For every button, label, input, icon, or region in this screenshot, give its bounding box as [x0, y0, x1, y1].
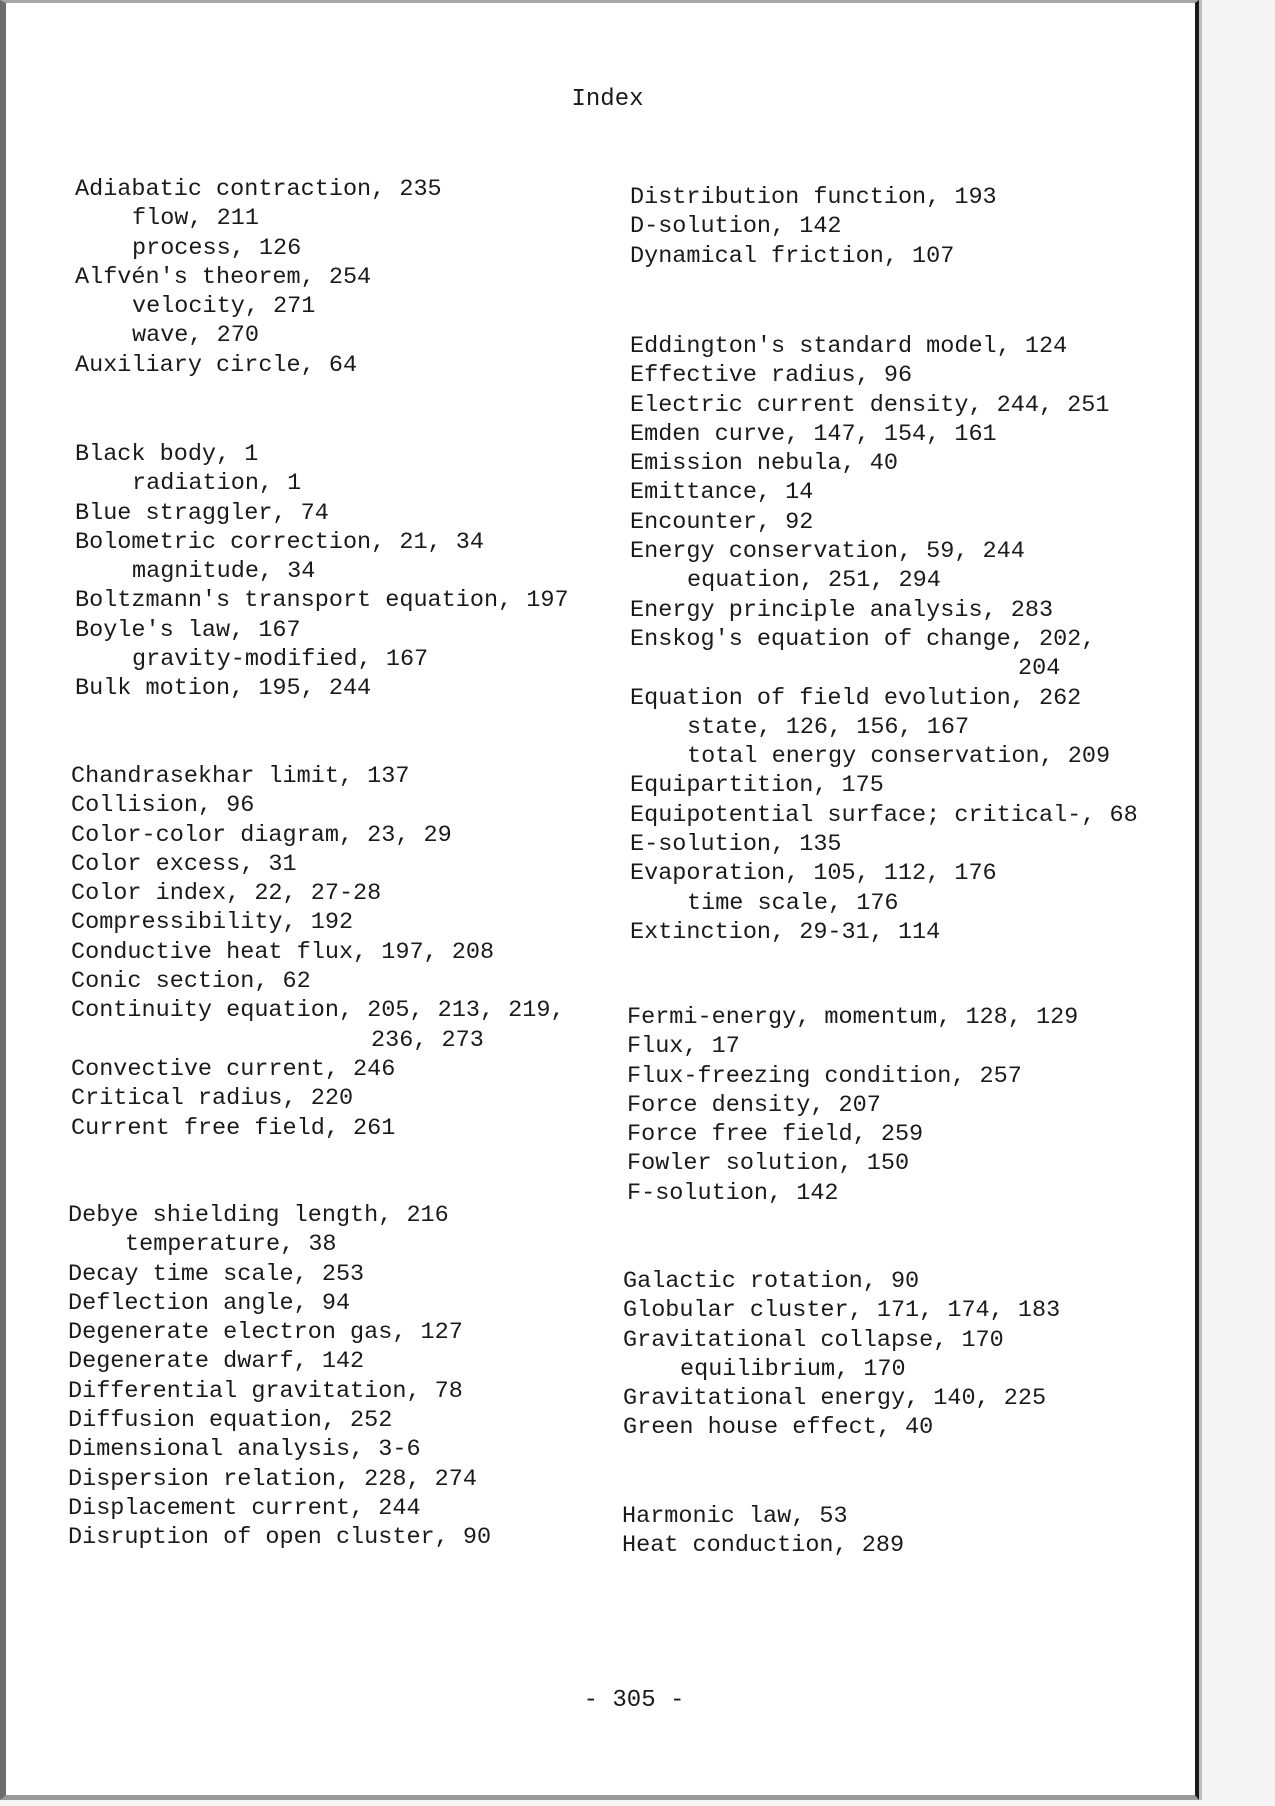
index-entry: Conductive heat flux, 197, 208: [71, 938, 495, 966]
index-entry: Alfvén's theorem, 254: [75, 263, 372, 291]
index-entry: Force density, 207: [627, 1091, 881, 1119]
index-entry-continuation: 204: [1018, 655, 1061, 683]
index-entry: Deflection angle, 94: [68, 1289, 351, 1317]
page-title: Index: [571, 86, 644, 113]
index-entry: Boyle's law, 167: [75, 616, 301, 644]
index-entry: Debye shielding length, 216: [68, 1202, 449, 1229]
index-entry: Diffusion equation, 252: [68, 1407, 393, 1435]
index-entry-continuation: 236, 273: [371, 1026, 484, 1054]
index-subentry: flow, 211: [132, 205, 259, 233]
index-entry: Dispersion relation, 228, 274: [68, 1465, 477, 1493]
index-entry: Current free field, 261: [71, 1114, 396, 1142]
index-entry: Effective radius, 96: [630, 362, 913, 390]
index-entry: Displacement current, 244: [68, 1494, 421, 1522]
index-group-right-4: Harmonic law, 53 Heat conduction, 289: [622, 1502, 904, 1561]
index-entry: Encounter, 92: [630, 508, 814, 536]
index-subentry: radiation, 1: [132, 470, 302, 498]
index-entry: Color index, 22, 27-28: [71, 880, 382, 908]
index-entry: Emden curve, 147, 154, 161: [630, 420, 997, 448]
index-subentry: process, 126: [132, 234, 302, 262]
index-entry: Color excess, 31: [71, 850, 297, 878]
index-entry: Equipartition, 175: [630, 772, 884, 800]
index-entry: Extinction, 29-31, 114: [630, 918, 941, 946]
index-entry: Electric current density, 244, 251: [630, 391, 1110, 419]
index-entry: Black body, 1: [75, 441, 259, 468]
index-subentry: equilibrium, 170: [680, 1355, 906, 1383]
index-subentry: time scale, 176: [687, 889, 899, 917]
index-entry: Emittance, 14: [630, 479, 814, 507]
index-entry: Fowler solution, 150: [627, 1150, 910, 1178]
index-entry: Critical radius, 220: [71, 1085, 354, 1113]
index-entry: Heat conduction, 289: [622, 1532, 905, 1560]
index-entry: Energy principle analysis, 283: [630, 596, 1054, 624]
index-group-left-2: Chandrasekhar limit, 137 Collision, 96 Col…: [71, 762, 565, 1143]
index-entry: Convective current, 246: [71, 1055, 396, 1083]
index-group-right-0: Distribution function, 193 D-solution, 14…: [630, 183, 997, 271]
index-entry: Disruption of open cluster, 90: [68, 1524, 492, 1552]
index-entry: Compressibility, 192: [71, 909, 354, 937]
index-entry: Continuity equation, 205, 213, 219,: [71, 997, 565, 1025]
index-entry: Galactic rotation, 90: [623, 1268, 920, 1295]
index-entry: Degenerate electron gas, 127: [68, 1319, 463, 1347]
index-group-right-1: Eddington's standard model, 124 Effective…: [630, 332, 1138, 947]
index-group-left-0: Adiabatic contraction, 235 flow, 211 proce…: [75, 175, 442, 380]
index-subentry: velocity, 271: [132, 293, 316, 321]
index-entry: Blue straggler, 74: [75, 499, 329, 527]
index-entry: Emission nebula, 40: [630, 450, 898, 478]
index-subentry: temperature, 38: [125, 1231, 337, 1259]
index-entry: Degenerate dwarf, 142: [68, 1348, 365, 1376]
index-group-right-2: Fermi-energy, momentum, 128, 129 Flux, 17…: [627, 1003, 1078, 1208]
document-page: Index Adiabatic contraction, 235 flow, 21…: [0, 0, 1199, 1800]
index-entry: Enskog's equation of change, 202,: [630, 625, 1096, 653]
index-subentry: magnitude, 34: [132, 558, 316, 586]
index-entry: Gravitational energy, 140, 225: [623, 1385, 1047, 1413]
index-entry: Decay time scale, 253: [68, 1260, 365, 1288]
index-entry: Equipotential surface; critical-, 68: [630, 801, 1138, 829]
index-entry: Evaporation, 105, 112, 176: [630, 860, 997, 888]
index-subentry: gravity-modified, 167: [132, 646, 429, 674]
index-entry: Fermi-energy, momentum, 128, 129: [627, 1004, 1079, 1031]
index-subentry: total energy conservation, 209: [687, 743, 1111, 771]
index-entry: Conic section, 62: [71, 968, 311, 996]
index-entry: Globular cluster, 171, 174, 183: [623, 1297, 1061, 1325]
index-entry: Distribution function, 193: [630, 184, 997, 211]
page-number: - 305 -: [583, 1687, 685, 1714]
index-entry: Flux, 17: [627, 1033, 740, 1061]
index-entry: Differential gravitation, 78: [68, 1377, 463, 1405]
index-entry: Adiabatic contraction, 235: [75, 176, 442, 203]
index-entry: Flux-freezing condition, 257: [627, 1062, 1022, 1090]
index-entry: Bolometric correction, 21, 34: [75, 528, 484, 556]
index-subentry: equation, 251, 294: [687, 567, 941, 595]
index-entry: Auxiliary circle, 64: [75, 351, 358, 379]
index-entry: Dynamical friction, 107: [630, 242, 955, 270]
index-entry: Color-color diagram, 23, 29: [71, 821, 452, 849]
index-entry: Force free field, 259: [627, 1121, 924, 1149]
index-entry: E-solution, 135: [630, 831, 842, 859]
index-entry: Bulk motion, 195, 244: [75, 675, 372, 703]
index-entry: Gravitational collapse, 170: [623, 1326, 1004, 1354]
index-group-left-1: Black body, 1 radiation, 1 Blue straggler,…: [75, 440, 569, 704]
index-entry: Boltzmann's transport equation, 197: [75, 587, 569, 615]
index-entry: Collision, 96: [71, 792, 255, 820]
index-entry: Chandrasekhar limit, 137: [71, 763, 410, 790]
index-subentry: state, 126, 156, 167: [687, 713, 970, 741]
index-group-left-3: Debye shielding length, 216 temperature, …: [68, 1201, 491, 1553]
index-entry: Dimensional analysis, 3-6: [68, 1436, 421, 1464]
index-entry: Green house effect, 40: [623, 1414, 934, 1442]
index-entry: Equation of field evolution, 262: [630, 684, 1082, 712]
index-entry: D-solution, 142: [630, 213, 842, 241]
index-group-right-3: Galactic rotation, 90 Globular cluster, 1…: [623, 1267, 1060, 1443]
index-entry: F-solution, 142: [627, 1179, 839, 1207]
index-entry: Energy conservation, 59, 244: [630, 538, 1025, 566]
index-entry: Eddington's standard model, 124: [630, 333, 1068, 360]
index-subentry: wave, 270: [132, 322, 259, 350]
index-entry: Harmonic law, 53: [622, 1503, 848, 1530]
